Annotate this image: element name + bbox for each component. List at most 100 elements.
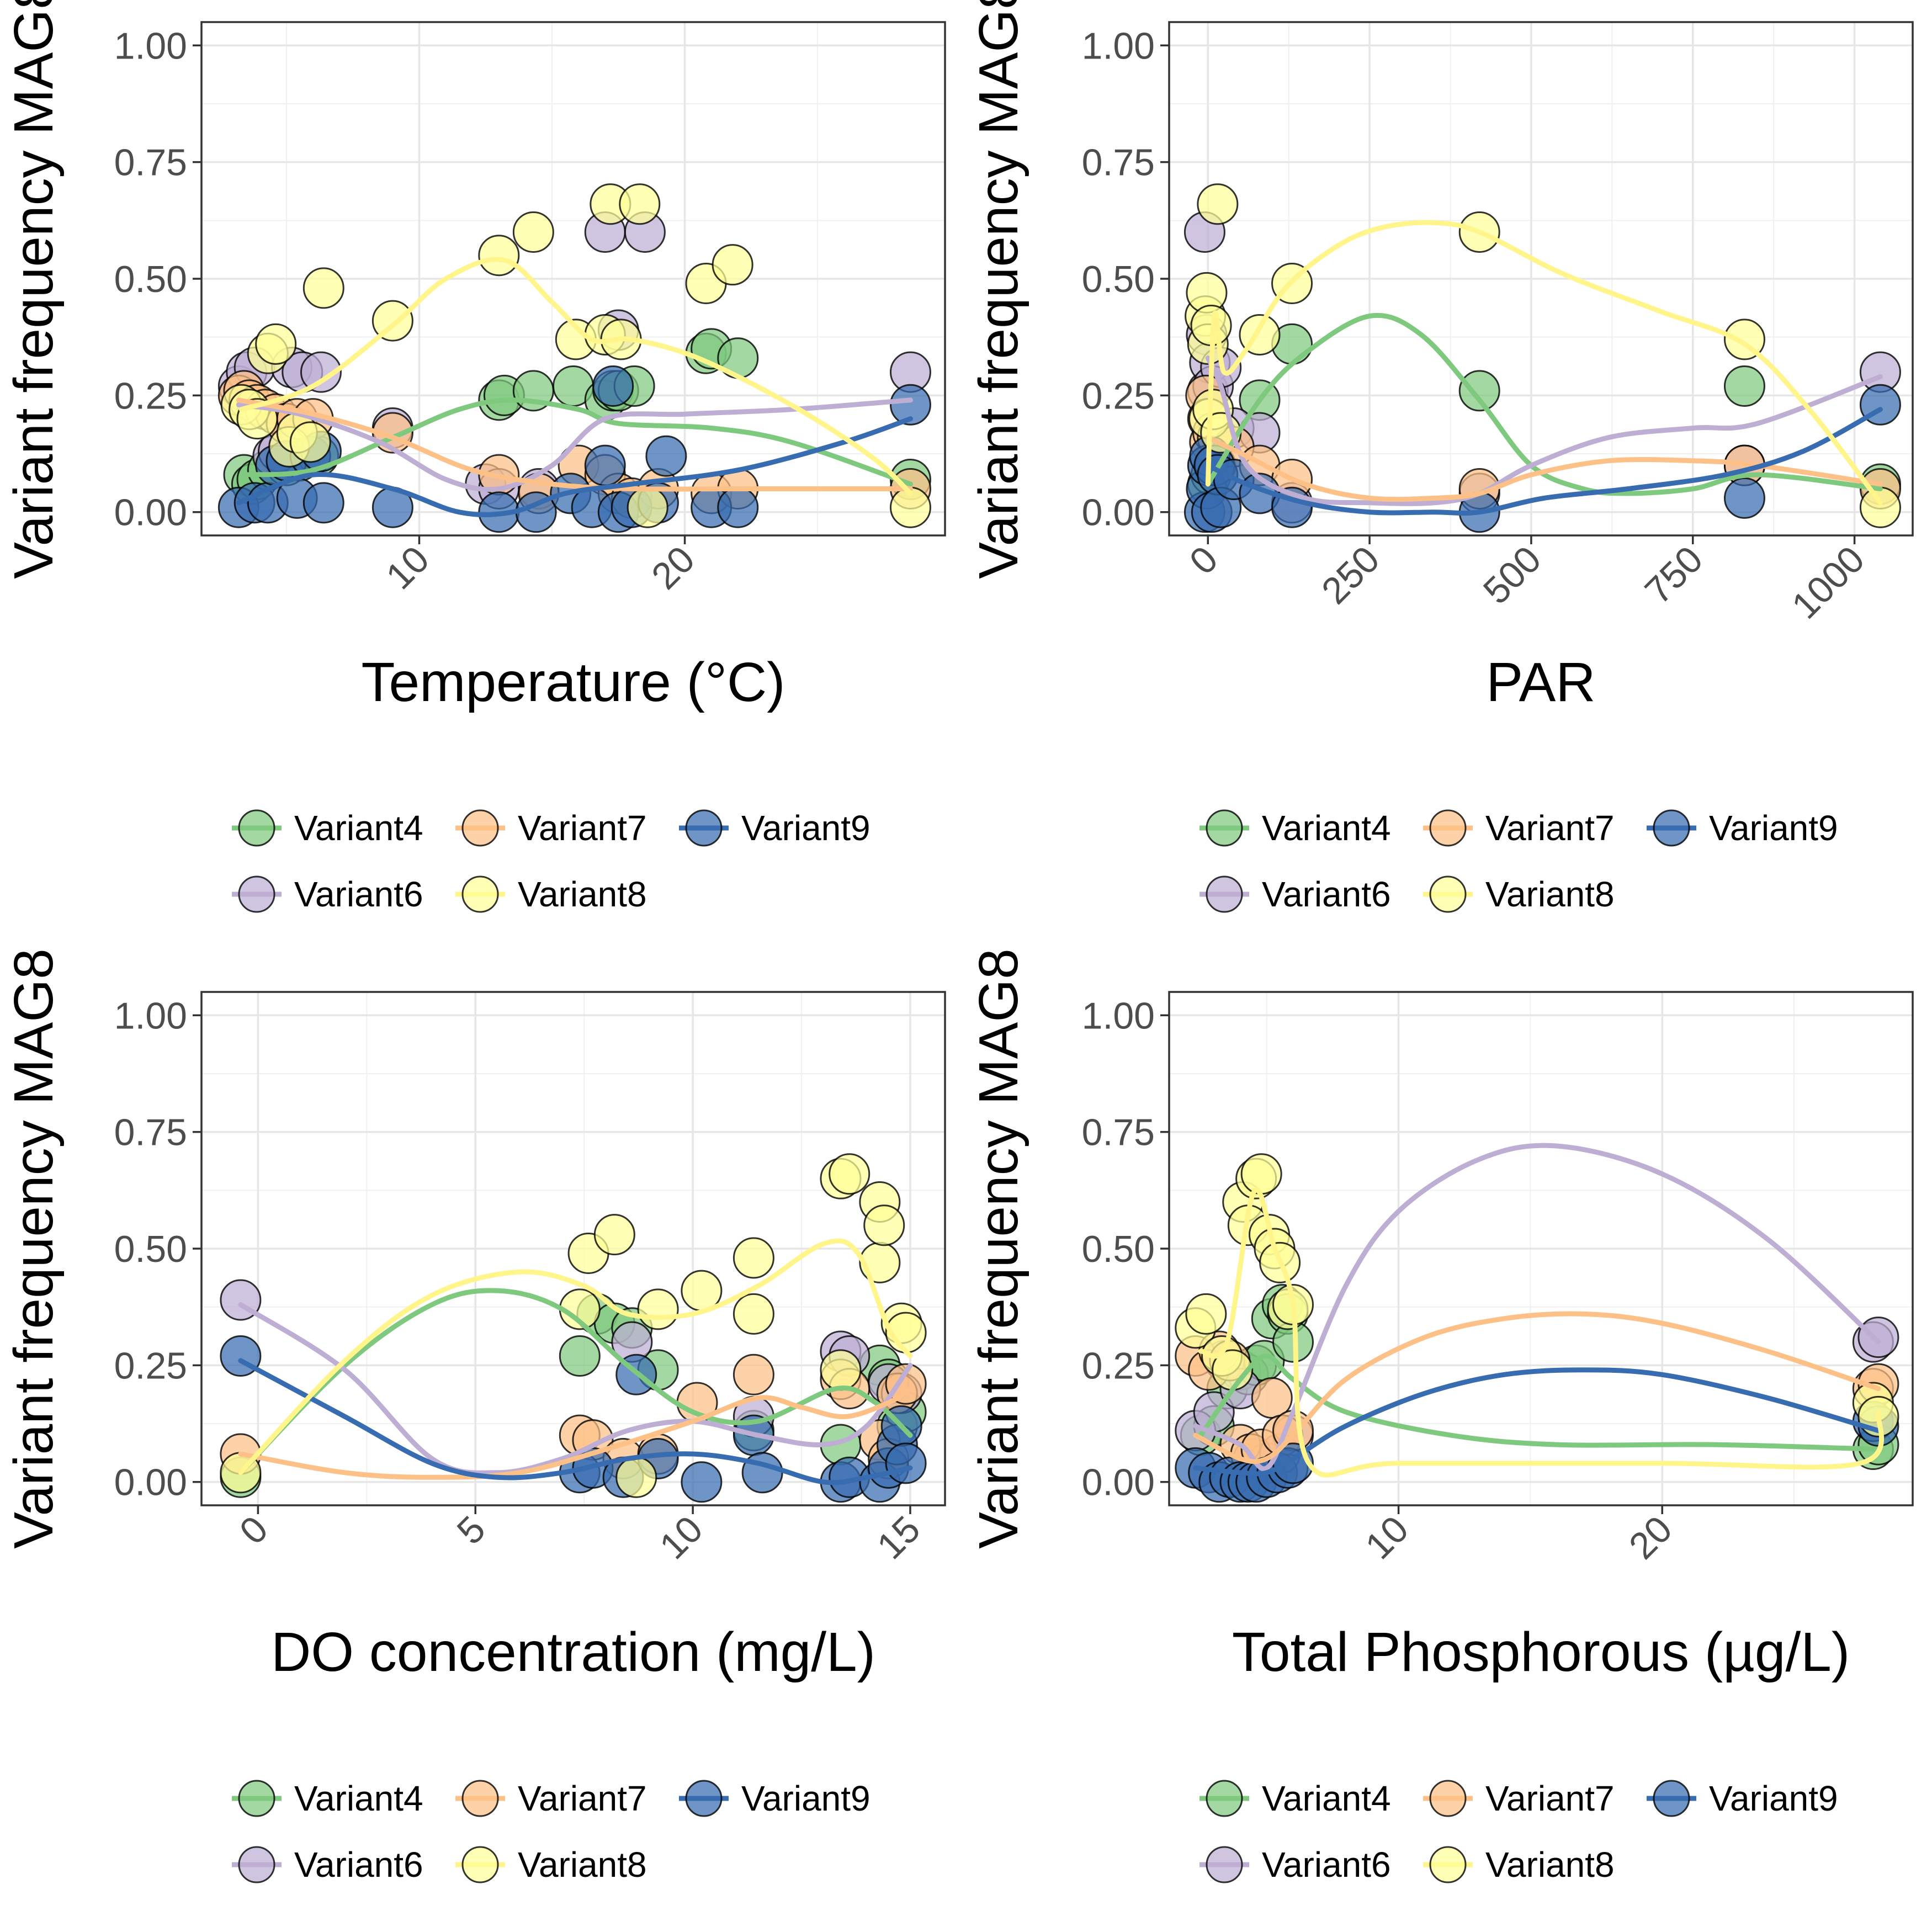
legend-key (238, 809, 275, 847)
data-point (559, 1335, 601, 1377)
smooth-line (1205, 220, 1883, 506)
smooth-line (1205, 312, 1883, 496)
data-point (733, 1293, 774, 1335)
data-layer (217, 183, 931, 533)
panel-2: 0.00 0.25 0.50 0.75 1.00 0 250 500 750 1000 PAR Var… (968, 0, 1914, 914)
y-tick-label: 0.00 (114, 492, 187, 534)
legend-item-variant4: Variant4 (232, 808, 423, 848)
y-tick-label: 0.00 (1082, 1462, 1155, 1504)
y-tick-label: 0.00 (114, 1462, 187, 1504)
legend-label: Variant6 (294, 874, 423, 914)
data-point (302, 482, 344, 524)
panel-4: 0.00 0.25 0.50 0.75 1.00 10 20 Total Phosphorou… (968, 948, 1914, 1885)
y-axis-title: Variant frequency MAG8 (3, 0, 65, 579)
legend-key (1653, 809, 1690, 847)
data-point (885, 1363, 927, 1405)
y-tick-label: 1.00 (114, 995, 187, 1037)
y-axis-title: Variant frequency MAG8 (968, 948, 1029, 1549)
y-tick-label: 0.50 (114, 258, 187, 300)
legend-key (1206, 1846, 1243, 1883)
data-point (1240, 1153, 1282, 1195)
legend-item-variant6: Variant6 (232, 874, 423, 914)
legend-label: Variant8 (1485, 1845, 1615, 1885)
data-point (717, 486, 759, 528)
x-tick-label: 0 (1181, 538, 1225, 582)
legend-key (1429, 875, 1467, 913)
x-axis-title: Total Phosphorous (µg/L) (1232, 1621, 1850, 1683)
legend-item-variant6: Variant6 (232, 1845, 423, 1885)
data-point (1458, 370, 1500, 412)
legend-key (1653, 1780, 1690, 1817)
data-point (733, 1237, 774, 1279)
data-point (289, 421, 331, 463)
x-axis-title: DO concentration (mg/L) (271, 1621, 875, 1683)
y-tick-label: 0.25 (114, 1345, 187, 1387)
x-tick-label: 0 (232, 1508, 276, 1552)
data-point (584, 444, 626, 486)
legend-item-variant4: Variant4 (1199, 1779, 1391, 1818)
legend-label: Variant7 (518, 1779, 647, 1818)
panel-3: 0.00 0.25 0.50 0.75 1.00 0 5 10 15 DO concentrati… (3, 948, 946, 1885)
data-point (733, 1354, 774, 1395)
smooth-line (1198, 1187, 1885, 1478)
data-point (592, 365, 634, 407)
data-layer (1175, 1143, 1899, 1503)
y-tick-label: 0.75 (1082, 142, 1155, 184)
smooth-line (1193, 1143, 1881, 1472)
y-tick-label: 0.50 (114, 1228, 187, 1270)
legend-item-variant8: Variant8 (455, 874, 647, 914)
x-tick-label: 10 (652, 1508, 711, 1567)
data-point (637, 1288, 679, 1330)
legend-item-variant9: Variant9 (1647, 1779, 1838, 1818)
x-tick-label: 15 (869, 1508, 928, 1567)
data-point (302, 267, 344, 309)
legend-label: Variant7 (1485, 1779, 1615, 1818)
legend-label: Variant8 (1485, 874, 1615, 914)
data-point (300, 351, 342, 393)
y-tick-label: 1.00 (114, 25, 187, 67)
legend-key (238, 875, 275, 913)
data-point (593, 1214, 635, 1256)
legend-item-variant6: Variant6 (1199, 874, 1391, 914)
legend-item-variant7: Variant7 (455, 808, 647, 848)
smooth-line (238, 1238, 913, 1475)
data-point (1723, 365, 1765, 407)
data-point (619, 183, 661, 225)
x-tick-label: 1000 (1784, 538, 1872, 627)
smooth-line (238, 1302, 913, 1475)
legend-key (1206, 1780, 1243, 1817)
legend-item-variant7: Variant7 (1423, 808, 1615, 848)
y-tick-label: 0.75 (114, 142, 187, 184)
y-tick-label: 1.00 (1082, 25, 1155, 67)
legend-item-variant7: Variant7 (1423, 1779, 1615, 1818)
smooth-line (1205, 407, 1883, 516)
legend-label: Variant4 (294, 808, 423, 848)
smooth-line (236, 416, 913, 517)
smooth-line (241, 397, 913, 487)
legend-key (238, 1846, 275, 1883)
legend-label: Variant9 (741, 1779, 871, 1818)
x-tick-label: 750 (1637, 538, 1711, 612)
data-point (478, 235, 520, 277)
legend-item-variant9: Variant9 (679, 1779, 871, 1818)
panel-1: 0.00 0.25 0.50 0.75 1.00 10 20 Temperature (°C)… (3, 0, 946, 914)
x-tick-label: 250 (1314, 538, 1388, 612)
legend-label: Variant6 (294, 1845, 423, 1885)
legend-item-variant8: Variant8 (1423, 874, 1615, 914)
x-tick-label: 10 (378, 538, 437, 597)
data-point (681, 1461, 723, 1503)
smooth-line (238, 1358, 913, 1485)
legend-key (1429, 1780, 1467, 1817)
y-tick-label: 0.25 (1082, 375, 1155, 417)
y-tick-label: 0.25 (114, 375, 187, 417)
gridlines (1169, 22, 1913, 535)
legend-label: Variant6 (1262, 874, 1391, 914)
x-tick-label: 20 (1621, 1508, 1680, 1567)
legend-label: Variant9 (741, 808, 871, 848)
data-point (863, 1204, 905, 1246)
x-axis-title: PAR (1486, 651, 1595, 713)
legend-key (685, 1780, 723, 1817)
x-tick-label: 20 (644, 538, 703, 597)
legend-key (461, 1846, 499, 1883)
